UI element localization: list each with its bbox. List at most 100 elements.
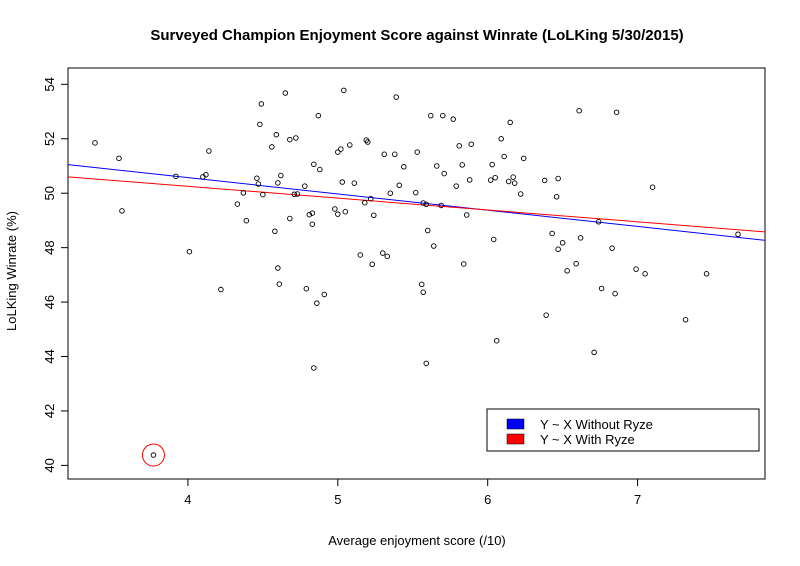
data-point [466, 177, 473, 183]
data-point [510, 174, 516, 180]
data-point [460, 261, 467, 267]
data-point [294, 191, 301, 197]
x-axis-label: Average enjoyment score (/10) [328, 533, 506, 548]
y-axis-label: LoLKing Winrate (%) [4, 211, 19, 331]
data-point [576, 107, 582, 114]
data-point [203, 171, 209, 178]
data-point [173, 173, 179, 180]
data-point [598, 285, 605, 292]
data-point [309, 221, 316, 227]
y-tick-label: 46 [42, 295, 57, 309]
data-point [456, 143, 462, 149]
x-tick-label: 4 [184, 492, 191, 507]
data-point [273, 131, 280, 138]
highlight-circle [141, 443, 165, 467]
y-tick-label: 48 [42, 240, 57, 254]
data-point [365, 139, 371, 145]
data-point [257, 121, 263, 128]
x-axis: 4 5 6 7 [184, 479, 641, 507]
regression-line-0 [67, 164, 766, 241]
data-point [423, 201, 429, 208]
data-point [427, 112, 434, 119]
data-point [577, 235, 584, 241]
data-point [315, 112, 322, 119]
legend-label-with-ryze: Y ~ X With Ryze [540, 432, 635, 447]
regression-line-1 [67, 176, 766, 233]
data-point [555, 246, 561, 253]
data-point [642, 271, 648, 277]
data-point [413, 189, 419, 196]
data-point [306, 211, 313, 218]
data-point [633, 266, 639, 272]
data-points [92, 87, 741, 458]
data-point [278, 172, 284, 179]
data-point [573, 260, 579, 267]
data-point [321, 291, 328, 298]
data-point [384, 253, 391, 260]
y-tick-label: 42 [42, 404, 57, 418]
data-point [549, 230, 555, 237]
data-point [541, 177, 548, 184]
y-axis: 40 42 44 46 48 50 52 54 [42, 77, 68, 473]
data-point [498, 136, 504, 142]
plot-area [67, 67, 766, 480]
data-point [234, 201, 241, 207]
data-point [468, 141, 474, 147]
legend-box [486, 408, 760, 452]
data-point [543, 312, 549, 318]
data-point [507, 119, 513, 126]
data-point [520, 155, 527, 162]
data-point [595, 219, 602, 225]
data-point [381, 151, 388, 158]
regression-lines [67, 164, 766, 241]
y-tick-label: 40 [42, 458, 57, 472]
data-point [311, 161, 317, 168]
data-point [332, 206, 338, 212]
data-point [368, 195, 374, 202]
data-point [357, 252, 364, 258]
data-point [555, 175, 561, 182]
data-point [439, 112, 446, 119]
data-point [649, 184, 656, 190]
data-point [505, 178, 512, 185]
data-point [351, 180, 358, 186]
chart-title: Surveyed Champion Enjoyment Score agains… [150, 27, 683, 44]
data-point [92, 140, 98, 146]
data-point [339, 179, 346, 185]
data-point [609, 245, 615, 251]
data-point [342, 208, 349, 215]
data-point [150, 452, 157, 458]
data-point [309, 210, 316, 216]
x-tick-label: 7 [634, 492, 641, 507]
data-point [206, 148, 212, 154]
plot-frame [67, 67, 766, 480]
data-point [380, 250, 386, 256]
data-point [453, 183, 459, 189]
data-point [501, 153, 507, 160]
data-point [335, 211, 341, 217]
data-point [424, 227, 431, 234]
data-point [272, 228, 278, 235]
x-tick-label: 6 [484, 492, 491, 507]
data-point [433, 163, 440, 169]
y-tick-label: 50 [42, 186, 57, 200]
data-point [338, 146, 344, 152]
data-point [314, 300, 320, 306]
data-point [559, 239, 566, 246]
data-point [418, 281, 425, 288]
data-point [553, 193, 560, 200]
data-point [396, 182, 403, 189]
data-point [303, 285, 310, 292]
data-point [438, 202, 444, 209]
data-point [613, 109, 620, 116]
data-point [393, 94, 400, 100]
data-point [493, 337, 500, 344]
data-point [612, 290, 618, 297]
y-tick-label: 54 [42, 77, 57, 91]
data-point [317, 166, 323, 173]
y-tick-label: 44 [42, 349, 57, 363]
data-point [119, 208, 125, 214]
data-point [275, 180, 281, 186]
